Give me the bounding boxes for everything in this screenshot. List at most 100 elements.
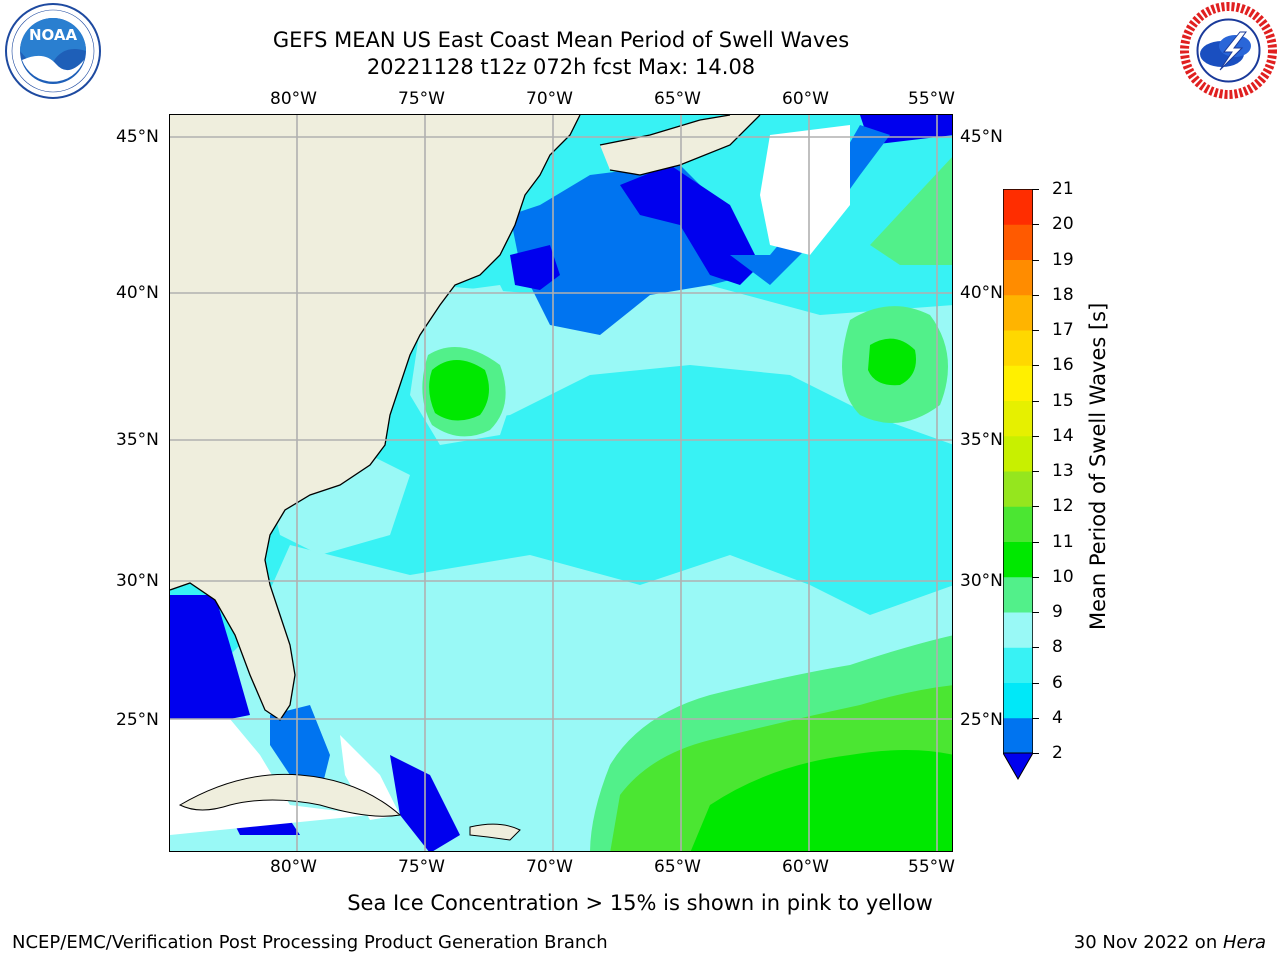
colorbar-tick-mark <box>1032 365 1039 367</box>
lon-label-top-60w: 60°W <box>782 89 829 109</box>
colorbar-tick-label: 9 <box>1052 602 1063 622</box>
land-cuba <box>178 773 402 817</box>
colorbar-tick-mark <box>1032 506 1039 508</box>
colorbar-tick-mark <box>1032 576 1039 578</box>
colorbar-under-triangle <box>1002 752 1034 781</box>
colorbar-segment <box>1003 330 1033 366</box>
colorbar-segment <box>1003 435 1033 472</box>
swell-navy-gulf-of-maine <box>510 245 560 290</box>
graticule <box>170 115 952 851</box>
colorbar-tick-mark <box>1032 435 1039 437</box>
no-data-bahamas-banks <box>340 735 400 820</box>
colorbar-tick-mark <box>1032 753 1039 754</box>
colorbar-tick-label: 17 <box>1052 320 1074 340</box>
lat-label-right-30n: 30°N <box>960 571 1003 591</box>
colorbar-segment <box>1003 576 1033 613</box>
colorbar-tick-label: 10 <box>1052 566 1074 587</box>
colorbar-segment <box>1003 506 1033 542</box>
colorbar-label: Mean Period of Swell Waves [s] <box>1086 302 1110 630</box>
map-title: GEFS MEAN US East Coast Mean Period of S… <box>272 28 850 52</box>
colorbar-tick-label: 20 <box>1052 214 1074 235</box>
date-text: 30 Nov 2022 on <box>1073 932 1223 953</box>
lon-label-bottom-60w: 60°W <box>782 857 829 877</box>
colorbar-segment <box>1003 189 1033 225</box>
colorbar-ticks: 2 4 6 8 9 10 11 12 13 14 15 16 17 18 19 20 21 <box>1032 179 1100 770</box>
swell-blue-florida-straits <box>270 705 330 795</box>
lat-label-left-35n: 35°N <box>116 430 159 450</box>
colorbar-tick-mark <box>1032 189 1039 190</box>
colorbar <box>1002 188 1034 781</box>
swell-green-core-west <box>429 360 489 421</box>
swell-green-core-east <box>868 338 916 386</box>
colorbar-tick-mark <box>1032 471 1039 472</box>
lat-label-right-25n: 25°N <box>960 710 1003 730</box>
lat-label-right-45n: 45°N <box>960 127 1003 147</box>
colorbar-tick-label: 12 <box>1052 496 1074 517</box>
colorbar-tick-mark <box>1032 541 1039 543</box>
land-hispaniola <box>469 823 521 841</box>
land-north-america <box>170 115 580 720</box>
colorbar-segment <box>1003 682 1033 719</box>
colorbar-tick-mark <box>1032 717 1039 719</box>
lat-label-right-35n: 35°N <box>960 430 1003 450</box>
lat-label-left-45n: 45°N <box>116 127 159 147</box>
nws-logo <box>1180 2 1277 99</box>
colorbar-tick-label: 6 <box>1052 672 1063 693</box>
colorbar-segment <box>1003 612 1033 648</box>
colorbar-tick-mark <box>1032 647 1039 649</box>
swell-green-core-south2 <box>690 750 952 851</box>
lon-label-top-55w: 55°W <box>908 89 955 109</box>
coastline-east <box>170 115 581 721</box>
colorbar-tick-label: 8 <box>1052 637 1063 658</box>
lon-label-bottom-65w: 65°W <box>654 857 701 877</box>
map-area <box>169 114 953 852</box>
colorbar-segment <box>1003 647 1033 683</box>
colorbar-segment <box>1003 471 1033 507</box>
colorbar-segment <box>1003 717 1033 754</box>
colorbar-segment <box>1003 541 1033 578</box>
colorbar-tick-mark <box>1032 224 1039 226</box>
colorbar-tick-mark <box>1032 400 1039 402</box>
lon-label-bottom-70w: 70°W <box>526 857 573 877</box>
lat-label-left-30n: 30°N <box>116 571 159 591</box>
colorbar-tick-label: 11 <box>1052 531 1074 552</box>
no-data-gulf-of-st-lawrence <box>760 125 850 255</box>
swell-navy-gulf-mexico <box>170 595 250 719</box>
colorbar-tick-label: 21 <box>1052 179 1074 199</box>
lat-label-left-40n: 40°N <box>116 283 159 303</box>
colorbar-tick-label: 18 <box>1052 284 1074 305</box>
colorbar-tick-label: 15 <box>1052 390 1074 411</box>
machine-name: Hera <box>1222 932 1266 953</box>
colorbar-segment <box>1003 294 1033 331</box>
lon-label-bottom-75w: 75°W <box>398 857 445 877</box>
lon-label-bottom-55w: 55°W <box>908 857 955 877</box>
colorbar-tick-mark <box>1032 294 1039 296</box>
colorbar-segment <box>1003 365 1033 401</box>
map-subtitle: 20221128 t12z 072h fcst Max: 14.08 <box>366 55 756 79</box>
credit-text: NCEP/EMC/Verification Post Processing Pr… <box>12 932 608 953</box>
colorbar-tick-mark <box>1032 259 1039 261</box>
swell-green-far-east <box>870 157 952 265</box>
lon-label-bottom-80w: 80°W <box>270 857 317 877</box>
ice-note: Sea Ice Concentration > 15% is shown in … <box>0 891 1280 915</box>
colorbar-segment <box>1003 259 1033 296</box>
lon-label-top-65w: 65°W <box>654 89 701 109</box>
colorbar-tick-label: 14 <box>1052 425 1074 446</box>
lon-label-top-80w: 80°W <box>270 89 317 109</box>
colorbar-tick-mark <box>1032 612 1039 613</box>
lon-label-top-75w: 75°W <box>398 89 445 109</box>
colorbar-segment <box>1003 400 1033 437</box>
coastline-nova-scotia <box>599 115 761 176</box>
swell-band-8-9-coast <box>270 445 410 555</box>
colorbar-tick-label: 19 <box>1052 249 1074 270</box>
lat-label-left-25n: 25°N <box>116 710 159 730</box>
ice-note-text: Sea Ice Concentration > 15% is shown in … <box>347 891 933 915</box>
lon-label-top-70w: 70°W <box>526 89 573 109</box>
noaa-logo-text: NOAA <box>29 26 78 44</box>
swell-navy-scotian <box>620 165 760 285</box>
colorbar-tick-mark <box>1032 330 1039 331</box>
colorbar-tick-mark <box>1032 682 1039 684</box>
noaa-logo: NOAA <box>4 2 102 100</box>
colorbar-tick-label: 16 <box>1052 355 1074 376</box>
colorbar-segment <box>1003 224 1033 260</box>
